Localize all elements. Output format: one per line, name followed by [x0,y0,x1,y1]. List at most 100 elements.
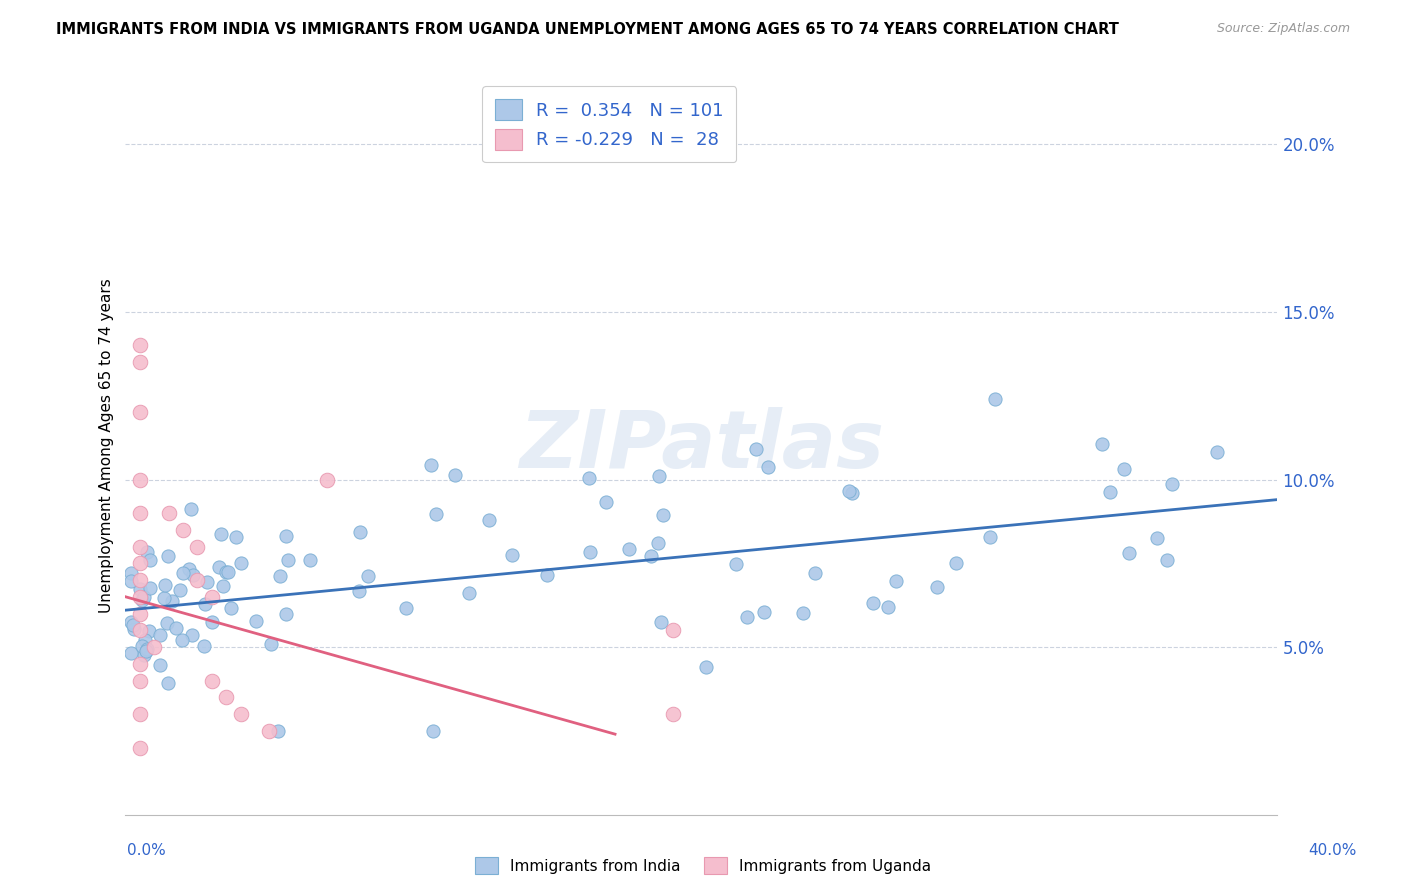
Point [316,473,339,487]
Point [132,648,155,663]
Text: Source: ZipAtlas.com: Source: ZipAtlas.com [1216,22,1350,36]
Point [724,558,747,572]
Point [122,622,145,636]
Point [128,673,150,688]
Point [617,541,640,556]
Text: IMMIGRANTS FROM INDIA VS IMMIGRANTS FROM UGANDA UNEMPLOYMENT AMONG AGES 65 TO 74: IMMIGRANTS FROM INDIA VS IMMIGRANTS FROM… [56,22,1119,37]
Point [128,355,150,369]
Point [172,523,194,537]
Point [274,607,297,621]
Point [419,458,441,473]
Point [217,565,239,579]
Point [201,590,224,604]
Point [157,506,180,520]
Point [276,529,298,543]
Point [1146,531,1168,545]
Point [128,405,150,419]
Point [422,723,444,738]
Point [260,637,283,651]
Point [650,615,672,630]
Point [181,568,204,582]
Text: 0.0%: 0.0% [127,843,166,858]
Point [267,723,290,738]
Point [219,600,242,615]
Point [695,660,717,674]
Point [149,628,172,642]
Point [862,596,884,610]
Point [186,573,208,587]
Point [211,579,233,593]
Point [172,566,194,580]
Point [792,607,814,621]
Point [135,644,157,658]
Point [1160,477,1182,491]
Point [215,565,238,579]
Point [170,633,193,648]
Point [194,597,217,611]
Legend: R =  0.354   N = 101, R = -0.229   N =  28: R = 0.354 N = 101, R = -0.229 N = 28 [482,87,737,162]
Point [120,647,142,661]
Point [156,615,179,630]
Point [209,527,232,541]
Point [129,582,152,597]
Point [357,569,380,583]
Point [128,590,150,604]
Point [128,607,150,621]
Point [180,628,202,642]
Point [128,338,150,352]
Point [225,530,247,544]
Point [745,442,768,456]
Point [752,605,775,619]
Y-axis label: Unemployment Among Ages 65 to 74 years: Unemployment Among Ages 65 to 74 years [100,278,114,614]
Point [259,723,281,738]
Point [157,549,180,564]
Point [536,568,558,582]
Point [579,545,602,559]
Point [984,392,1007,406]
Point [758,460,780,475]
Point [132,590,155,604]
Point [180,501,202,516]
Point [215,690,238,705]
Point [195,574,218,589]
Point [647,536,669,550]
Point [269,569,291,583]
Point [149,657,172,672]
Point [979,530,1001,544]
Point [128,740,150,755]
Point [395,601,418,615]
Point [134,632,156,647]
Text: ZIPatlas: ZIPatlas [519,407,884,485]
Point [186,540,208,554]
Point [131,639,153,653]
Point [139,581,162,595]
Point [945,557,967,571]
Point [138,553,160,567]
Point [153,591,176,606]
Point [135,641,157,656]
Point [245,614,267,628]
Text: 40.0%: 40.0% [1309,843,1357,858]
Point [136,545,159,559]
Point [121,617,143,632]
Point [1156,553,1178,567]
Point [501,549,523,563]
Point [841,486,863,500]
Point [1118,545,1140,559]
Point [157,676,180,690]
Point [1090,437,1112,451]
Point [640,549,662,563]
Point [299,553,322,567]
Point [838,484,860,499]
Point [128,624,150,638]
Point [138,624,160,638]
Point [1114,462,1136,476]
Point [478,513,501,527]
Point [1205,444,1227,458]
Point [277,553,299,567]
Point [131,593,153,607]
Point [201,673,224,688]
Point [347,584,370,599]
Point [128,706,150,721]
Point [229,556,252,570]
